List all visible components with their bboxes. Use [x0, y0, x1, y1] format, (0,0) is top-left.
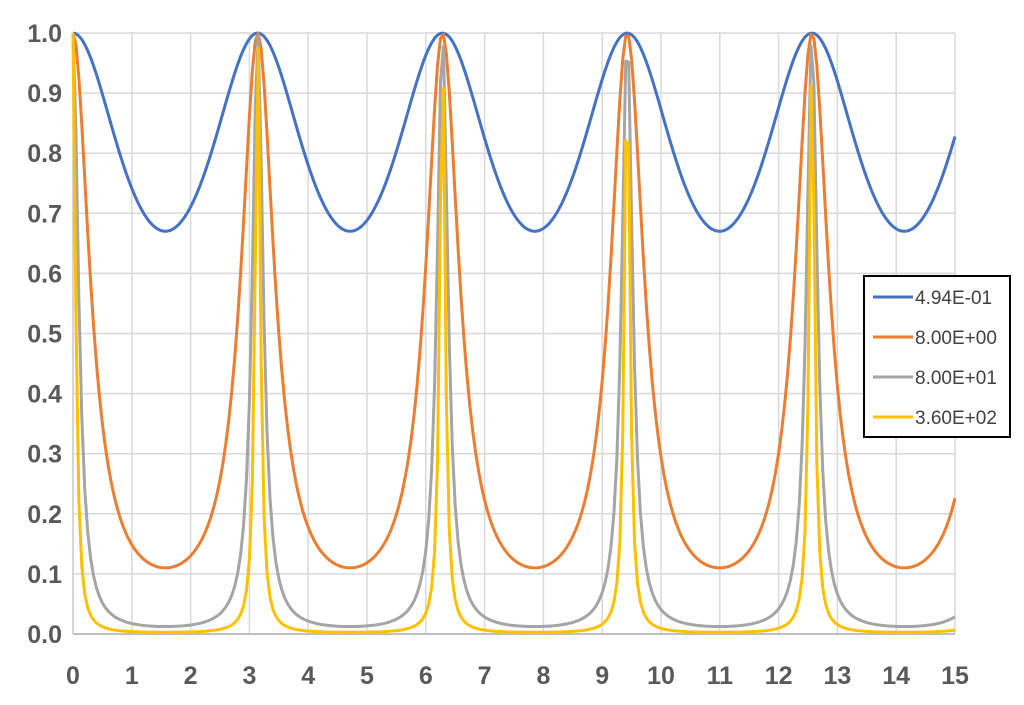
y-tick-label: 0.2 [27, 501, 62, 529]
x-tick-label: 4 [301, 662, 315, 690]
legend-label-2: 8.00E+00 [915, 328, 997, 349]
series-line-3 [71, 32, 956, 629]
x-tick-label: 5 [360, 662, 374, 690]
y-tick-label: 0.7 [27, 200, 62, 228]
x-tick-label: 10 [647, 662, 675, 690]
plot-series [71, 31, 957, 634]
y-tick-label: 0.4 [27, 381, 62, 409]
y-tick-label: 1.0 [27, 20, 62, 48]
y-tick-label: 0.8 [27, 140, 62, 168]
gridlines [72, 32, 956, 635]
x-tick-label: 8 [536, 662, 550, 690]
x-tick-label: 7 [478, 662, 492, 690]
x-tick-label: 1 [125, 662, 139, 690]
y-tick-label: 0.3 [27, 441, 62, 469]
x-tick-label: 3 [242, 662, 256, 690]
series-line-2 [71, 31, 957, 570]
x-tick-label: 2 [184, 662, 198, 690]
legend: 4.94E-01 8.00E+00 8.00E+01 3.60E+02 [863, 275, 1011, 438]
legend-label-3: 8.00E+01 [915, 368, 997, 389]
y-tick-label: 0.5 [27, 321, 62, 349]
legend-box [863, 275, 1011, 438]
y-tick-label: 0.6 [27, 260, 62, 288]
tick-labels: 0 1 2 3 4 5 6 7 8 9 10 11 12 13 14 150.00.10.20.30.40.5… [27, 20, 969, 690]
series-line-1 [72, 31, 957, 233]
x-tick-label: 0 [66, 662, 80, 690]
x-tick-label: 12 [765, 662, 793, 690]
series-line-4 [71, 32, 956, 634]
y-tick-label: 0.0 [27, 621, 62, 649]
x-tick-label: 14 [882, 662, 910, 690]
x-tick-label: 15 [941, 662, 969, 690]
x-tick-label: 11 [707, 662, 734, 690]
legend-label-1: 4.94E-01 [915, 288, 992, 309]
x-tick-label: 6 [419, 662, 433, 690]
x-tick-label: 9 [595, 662, 609, 690]
y-tick-label: 0.9 [27, 80, 62, 108]
legend-label-4: 3.60E+02 [915, 408, 997, 429]
y-tick-label: 0.1 [27, 561, 62, 589]
x-tick-label: 13 [823, 662, 851, 690]
